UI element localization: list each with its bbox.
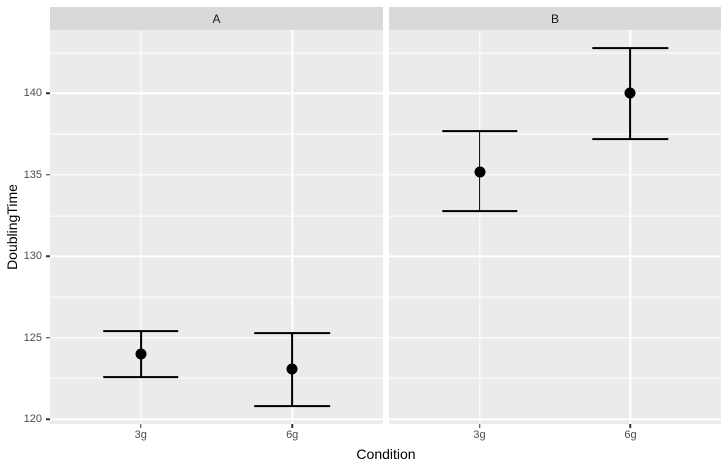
errorbar-cap-bottom xyxy=(254,405,330,407)
gridline-v-major xyxy=(291,30,293,424)
strip-label: B xyxy=(550,11,559,26)
gridline-h-minor xyxy=(50,52,383,54)
gridline-h-minor xyxy=(50,215,383,216)
y-tick-label: 125 xyxy=(23,331,42,344)
gridline-v-major xyxy=(478,30,481,424)
x-tick-mark xyxy=(478,424,481,428)
gridline-h-minor xyxy=(389,133,721,135)
gridline-h-minor xyxy=(389,215,721,216)
errorbar-cap-bottom xyxy=(592,138,669,140)
gridline-h-major xyxy=(389,255,721,257)
y-tick-label: 135 xyxy=(23,168,42,181)
strip-label: A xyxy=(212,11,221,26)
errorbar-cap-bottom xyxy=(103,375,179,378)
data-point xyxy=(135,348,147,360)
plot-panel-a xyxy=(50,30,383,424)
y-axis: 120 125 130 135 140 xyxy=(0,30,50,426)
y-tick-label: 120 xyxy=(23,413,42,426)
gridline-h-minor xyxy=(389,52,721,54)
y-tick-mark xyxy=(46,418,50,420)
gridline-h-major xyxy=(50,337,383,339)
x-tick-label: 3g xyxy=(473,429,486,441)
gridline-h-major xyxy=(50,255,383,257)
x-tick-label: 6g xyxy=(286,429,299,441)
facet-b: B 3g 6g xyxy=(389,7,721,446)
errorbar-cap-top xyxy=(254,331,330,334)
gridline-h-minor xyxy=(50,378,383,379)
errorbar-cap-top xyxy=(103,330,179,333)
x-tick-mark xyxy=(140,424,142,428)
gridline-v-major xyxy=(629,30,632,424)
y-tick-mark xyxy=(46,92,50,95)
gridline-h-minor xyxy=(389,378,721,379)
gridline-h-major xyxy=(50,418,383,420)
gridline-h-major xyxy=(389,174,721,176)
x-axis-title: Condition xyxy=(356,446,416,462)
errorbar-cap-bottom xyxy=(441,209,518,212)
gridline-h-minor xyxy=(50,133,383,135)
facet-strip-a: A xyxy=(50,7,383,30)
gridline-v-major xyxy=(140,30,142,424)
gridline-h-minor xyxy=(50,296,383,298)
x-axis-a: 3g 6g xyxy=(50,424,383,446)
y-tick-mark xyxy=(46,174,50,176)
plot-panel-b xyxy=(389,30,721,424)
gridline-h-major xyxy=(50,174,383,176)
y-tick-mark xyxy=(46,336,50,339)
facet-strip-b: B xyxy=(389,7,721,30)
gridline-h-major xyxy=(389,337,721,339)
facet-a: A 3g 6g xyxy=(50,7,383,446)
x-tick-mark xyxy=(291,424,293,428)
x-tick-mark xyxy=(629,424,632,428)
gridline-h-major xyxy=(389,418,721,420)
errorbar-cap-top xyxy=(441,130,518,132)
y-tick-label: 140 xyxy=(23,87,42,100)
data-point xyxy=(286,363,298,375)
data-point xyxy=(474,166,486,178)
y-tick-label: 130 xyxy=(23,250,42,263)
x-tick-label: 6g xyxy=(624,429,637,441)
gridline-h-minor xyxy=(389,296,721,298)
x-tick-label: 3g xyxy=(134,429,147,441)
gridline-h-major xyxy=(389,92,721,95)
data-point xyxy=(624,87,636,99)
errorbar-cap-top xyxy=(592,47,669,49)
x-axis-b: 3g 6g xyxy=(389,424,721,446)
y-tick-mark xyxy=(46,255,50,258)
gridline-h-major xyxy=(50,92,383,95)
